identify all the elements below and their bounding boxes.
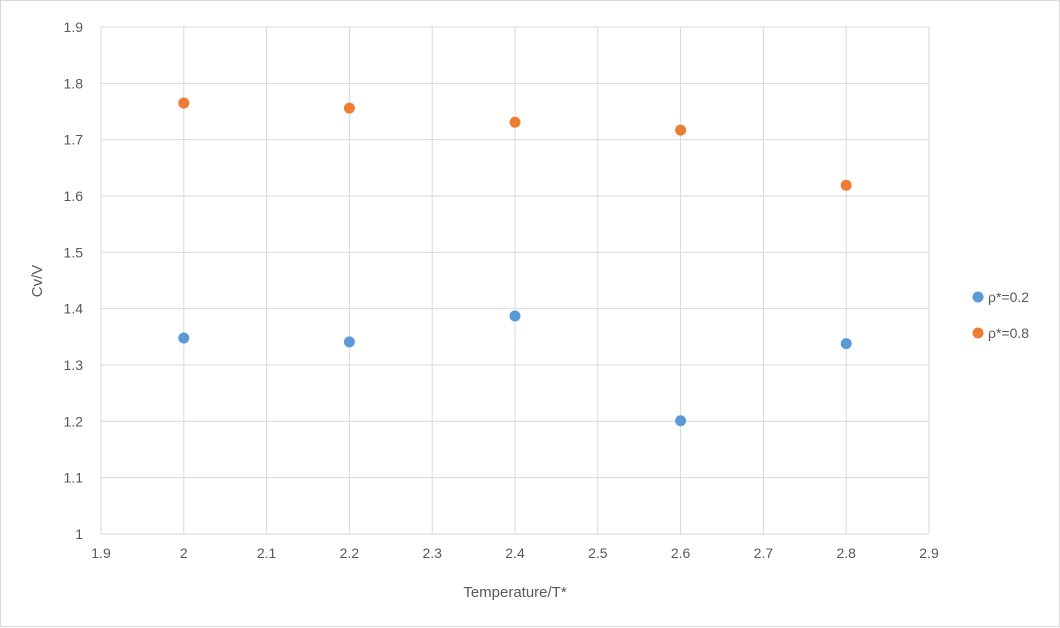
x-tick-label: 2.7	[754, 545, 774, 561]
y-tick-label: 1.5	[64, 244, 84, 260]
x-tick-label: 2.8	[836, 545, 856, 561]
x-tick-label: 2.4	[505, 545, 525, 561]
x-tick-label: 2.9	[919, 545, 939, 561]
data-point-series-0	[178, 332, 190, 344]
x-tick-label: 1.9	[91, 545, 111, 561]
x-axis-tick-labels: 1.9 2 2.1 2.2 2.3 2.4 2.5 2.6 2.7 2.8 2.9	[91, 545, 939, 561]
data-point-series-1	[178, 97, 190, 109]
data-point-series-0	[840, 338, 852, 350]
legend-marker	[972, 327, 984, 339]
y-tick-label: 1.1	[64, 470, 84, 486]
y-tick-label: 1.3	[64, 357, 84, 373]
data-point-series-1	[675, 124, 687, 136]
y-tick-label: 1.7	[64, 132, 84, 148]
gridlines	[100, 26, 930, 535]
x-tick-label: 2.1	[257, 545, 277, 561]
data-point-series-0	[675, 415, 687, 427]
x-tick-label: 2.5	[588, 545, 608, 561]
data-point-series-1	[343, 102, 355, 114]
y-axis-title: Cv/V	[29, 265, 46, 298]
data-points	[178, 97, 852, 427]
x-tick-label: 2.2	[340, 545, 360, 561]
x-tick-label: 2	[180, 545, 188, 561]
x-tick-label: 2.3	[422, 545, 442, 561]
y-tick-label: 1.6	[64, 188, 84, 204]
legend-marker	[972, 291, 984, 303]
data-point-series-0	[509, 310, 521, 322]
legend-label: ρ*=0.2	[988, 289, 1029, 305]
y-tick-label: 1	[75, 526, 83, 542]
data-point-series-0	[343, 336, 355, 348]
legend: ρ*=0.2 ρ*=0.8	[972, 289, 1029, 341]
x-tick-label: 2.6	[671, 545, 691, 561]
y-axis-tick-labels: 1 1.1 1.2 1.3 1.4 1.5 1.6 1.7 1.8 1.9	[64, 19, 84, 542]
legend-label: ρ*=0.8	[988, 325, 1029, 341]
x-axis-title: Temperature/T*	[463, 584, 567, 601]
y-tick-label: 1.9	[64, 19, 84, 35]
y-tick-label: 1.4	[64, 301, 84, 317]
y-tick-label: 1.2	[64, 413, 84, 429]
data-point-series-1	[509, 116, 521, 128]
data-point-series-1	[840, 179, 852, 191]
y-tick-label: 1.8	[64, 75, 84, 91]
